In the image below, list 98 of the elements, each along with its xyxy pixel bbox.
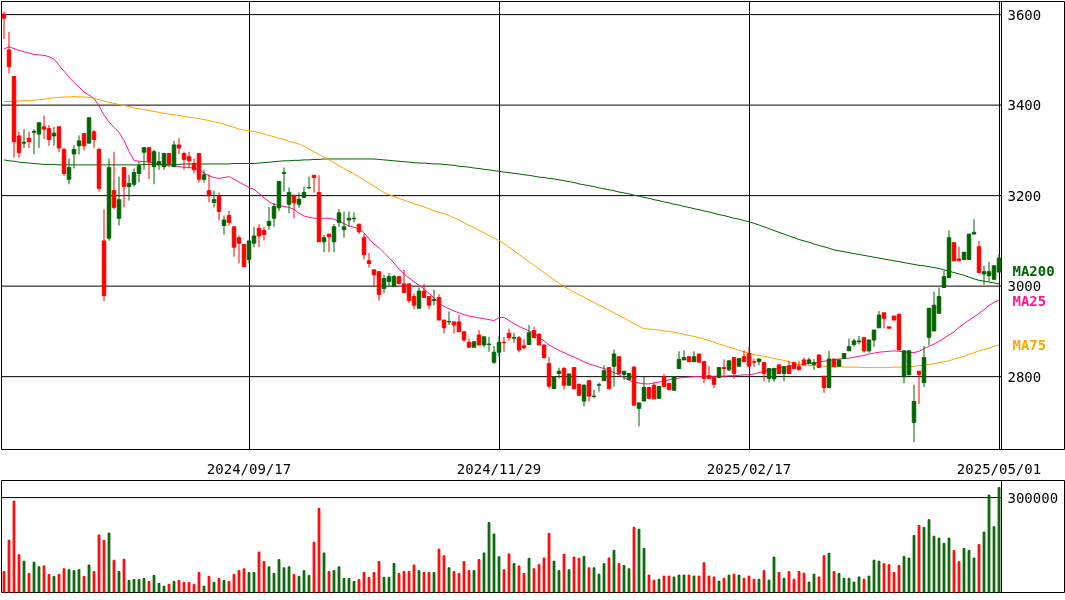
candlestick (211, 190, 217, 208)
candlestick (606, 367, 612, 390)
candlestick (676, 350, 682, 369)
candlestick (446, 310, 452, 326)
candlestick (731, 357, 737, 379)
candlestick (121, 167, 127, 208)
candlestick (641, 376, 647, 402)
candlestick (61, 147, 67, 177)
candlestick (326, 233, 332, 253)
x-tick-label: 2025/05/01 (956, 460, 1042, 477)
candlestick (846, 338, 852, 352)
candlestick (956, 246, 962, 262)
candlestick (301, 186, 307, 198)
candlestick (331, 223, 337, 253)
candlestick (306, 176, 312, 189)
candlestick (241, 244, 247, 268)
candlestick (431, 289, 437, 306)
line-series (3, 46, 1000, 385)
candlestick (381, 274, 387, 294)
candlestick (261, 226, 267, 241)
y-tick-label: 3600 (1007, 6, 1042, 23)
candlestick (911, 384, 917, 443)
series-label: MA200 (1012, 263, 1055, 280)
candlestick (131, 167, 137, 188)
candlestick (586, 380, 592, 403)
candlestick (526, 324, 532, 346)
candlestick (361, 233, 367, 260)
candlestick (181, 151, 187, 171)
candlestick (951, 242, 957, 262)
candlestick (346, 210, 352, 228)
candlestick (691, 350, 697, 363)
candlestick (881, 312, 887, 329)
candlestick (721, 358, 727, 379)
candlestick (451, 321, 457, 335)
candlestick (511, 332, 517, 344)
candlestick (761, 362, 767, 382)
y-tick-label: 3000 (1007, 278, 1042, 295)
candlestick (136, 161, 142, 184)
candlestick (796, 360, 802, 371)
candlestick (561, 366, 567, 390)
candlestick (321, 234, 327, 253)
candlestick (56, 126, 62, 153)
candlestick (186, 151, 192, 169)
candlestick (781, 366, 787, 382)
series-label: MA25 (1012, 293, 1047, 310)
candlestick (201, 169, 207, 184)
x-tick-label: 2025/02/17 (706, 460, 792, 477)
candlestick (226, 210, 232, 226)
x-tick-label: 2024/11/29 (456, 460, 542, 477)
candlestick (91, 129, 97, 149)
candlestick (41, 115, 47, 140)
candlestick (266, 206, 272, 231)
candlestick (366, 252, 372, 269)
candlestick (856, 335, 862, 346)
candlestick (636, 402, 642, 427)
candlestick (341, 210, 347, 239)
series-label: MA75 (1012, 336, 1047, 353)
candlestick (291, 194, 297, 219)
candlestick (231, 226, 237, 258)
candlestick (376, 271, 382, 302)
y-tick-label: 3200 (1007, 187, 1042, 204)
candlestick (286, 186, 292, 214)
candlestick (546, 356, 552, 389)
y-tick-label: 2800 (1007, 368, 1042, 385)
candlestick (416, 287, 422, 309)
candlestick (386, 272, 392, 288)
candlestick (111, 151, 117, 210)
y-tick-label: 300000 (1007, 489, 1059, 506)
y-tick-label: 3400 (1007, 97, 1042, 114)
candlestick (221, 215, 227, 236)
candlestick (296, 191, 302, 209)
candlestick (46, 124, 52, 147)
candlestick (281, 167, 287, 193)
candlestick (521, 338, 527, 350)
candlestick (811, 358, 817, 371)
candlestick (216, 191, 222, 222)
candlestick (581, 383, 587, 408)
candlestick (611, 348, 617, 388)
candlestick (256, 223, 262, 248)
candlestick (906, 350, 912, 376)
candlestick (486, 336, 492, 353)
candlestick (406, 283, 412, 304)
candlestick (176, 137, 182, 155)
candlestick (206, 173, 212, 203)
candlestick (596, 382, 602, 393)
candlestick (146, 147, 152, 180)
candlestick (591, 389, 597, 399)
candlestick (36, 122, 42, 149)
candlestick (741, 349, 747, 363)
candlestick (116, 176, 122, 226)
candlestick (6, 31, 12, 74)
x-tick-label: 2024/09/17 (206, 460, 292, 477)
candlestick (491, 345, 497, 365)
candlestick (51, 126, 57, 147)
candlestick (76, 134, 82, 155)
candlestick (746, 346, 752, 367)
candlestick (1, 10, 7, 40)
candlestick (21, 128, 27, 149)
